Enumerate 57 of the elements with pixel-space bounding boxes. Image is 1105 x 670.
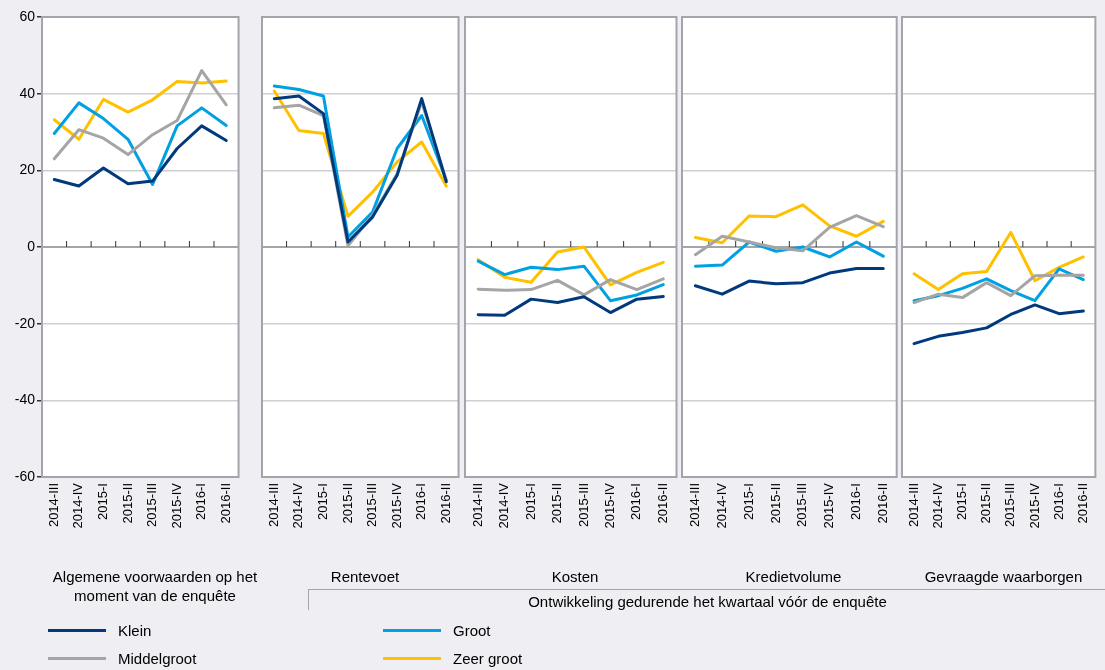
x-tick-label: 2015-I [315,483,330,520]
text: Ontwikkeling gedurende het kwartaal vóór de enquête [308,589,1105,610]
y-tick-label: 40 [19,84,36,101]
x-tick-label: 2015-IV [821,482,837,529]
x-tick-label: 2014-IV [713,482,729,529]
x-tick-label: 2015-IV [601,482,617,529]
x-tick-label: 2015-III [575,483,591,528]
x-tick-label: 2016-I [1050,483,1066,520]
x-tick-label: 2014-III [265,483,281,528]
x-tick-label: 2016-I [193,483,209,520]
x-tick-label: 2014-III [469,483,485,528]
legend-label: Zeer groot [453,649,523,667]
x-tick-label: 2016-I [628,483,644,520]
x-axis-title: Kredietvolume [744,567,843,586]
x-tick-label: 2016-II [1074,483,1090,524]
x-tick-label: 2015-IV [1026,482,1042,529]
y-tick-label: 20 [19,161,36,178]
y-tick-label: -40 [14,391,36,408]
x-tick-label: 2016-II [217,483,233,524]
x-tick-label: 2016-I [848,483,864,520]
x-tick-label: 2015-II [549,483,565,524]
x-tick-label: 2015-I [522,483,538,520]
legend-label: Middelgroot [118,649,197,667]
y-tick-label: 60 [19,7,36,24]
y-tick-label: -20 [14,314,36,331]
x-tick-label: 2015-IV [168,482,184,529]
legend-label: Groot [453,621,491,639]
x-tick-label: 2016-II [874,483,890,524]
x-tick-label: 2015-III [1002,483,1018,528]
x-tick-label: 2014-IV [290,482,306,529]
x-tick-label: 2016-II [437,483,453,524]
x-axis-title: Algemene voorwaarden op het moment van de enquête [51,567,259,605]
x-tick-label: 2014-III [45,483,61,528]
x-tick-label: 2014-III [905,483,921,528]
x-tick-label: 2016-I [413,483,429,520]
x-tick-label: 2015-III [794,483,810,528]
legend-label: Klein [118,621,152,639]
x-tick-label: 2014-IV [70,482,86,529]
x-tick-label: 2015-I [954,483,969,520]
y-tick-label: -60 [14,467,36,484]
x-tick-label: 2015-II [119,483,135,524]
x-axis-title: Kosten [550,567,600,586]
x-tick-label: 2015-II [339,483,355,524]
x-tick-label: 2015-I [95,483,110,520]
x-tick-label: 2015-I [740,483,756,520]
x-axis-title: Rentevoet [329,567,401,586]
x-axis-title: Gevraagde waarborgen [923,567,1084,586]
x-tick-label: 2014-IV [496,482,512,529]
y-tick-label: 0 [27,237,36,254]
x-tick-label: 2016-II [654,483,670,524]
x-tick-label: 2015-III [364,483,380,528]
x-tick-label: 2014-IV [929,482,945,529]
x-tick-label: 2014-III [687,483,702,528]
x-tick-label: 2015-III [144,483,160,528]
x-tick-label: 2015-IV [388,482,404,529]
x-tick-label: 2015-II [767,483,783,524]
x-tick-label: 2015-II [978,483,994,524]
